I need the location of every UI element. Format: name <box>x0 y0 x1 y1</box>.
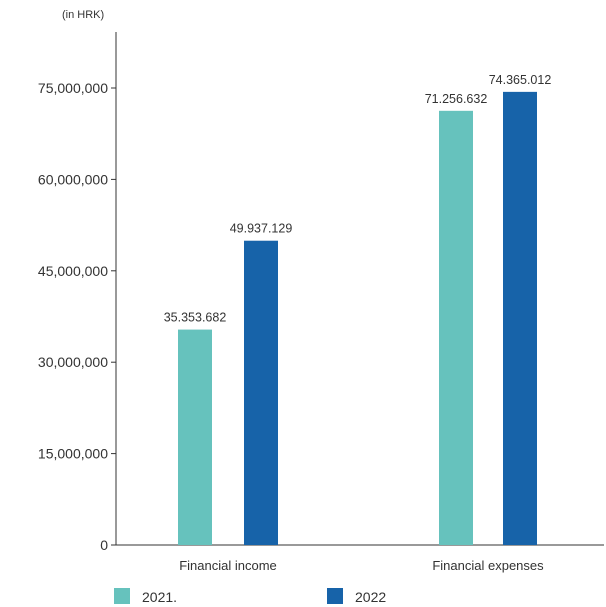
bar <box>439 110 473 546</box>
bars-group: 35.353.682 71.256.632 49.937.129 74.365.012 <box>164 73 552 546</box>
y-tick-label: 30,000,000 <box>38 354 108 370</box>
category-label: Financial income <box>179 558 277 573</box>
y-tick-label: 15,000,000 <box>38 446 108 462</box>
legend-label: 2022 <box>355 589 386 605</box>
y-tick-label: 0 <box>100 537 108 553</box>
legend-label: 2021. <box>142 589 177 605</box>
unit-label: (in HRK) <box>62 9 104 21</box>
y-axis-ticks: 0 15,000,000 30,000,000 45,000,000 60,000,00… <box>38 80 116 553</box>
data-label: 74.365.012 <box>489 73 552 87</box>
category-label: Financial expenses <box>432 558 544 573</box>
legend-swatch <box>327 588 343 604</box>
bar <box>503 91 537 545</box>
bar <box>244 240 278 545</box>
y-tick-label: 45,000,000 <box>38 263 108 279</box>
data-label: 71.256.632 <box>425 92 488 106</box>
y-tick-label: 60,000,000 <box>38 171 108 187</box>
y-tick-label: 75,000,000 <box>38 80 108 96</box>
bar <box>178 329 212 545</box>
data-label: 35.353.682 <box>164 311 227 325</box>
legend-swatch <box>114 588 130 604</box>
category-labels: Financial income Financial expenses <box>179 558 544 573</box>
data-label: 49.937.129 <box>230 222 293 236</box>
legend: 2021. 2022 <box>114 588 386 605</box>
